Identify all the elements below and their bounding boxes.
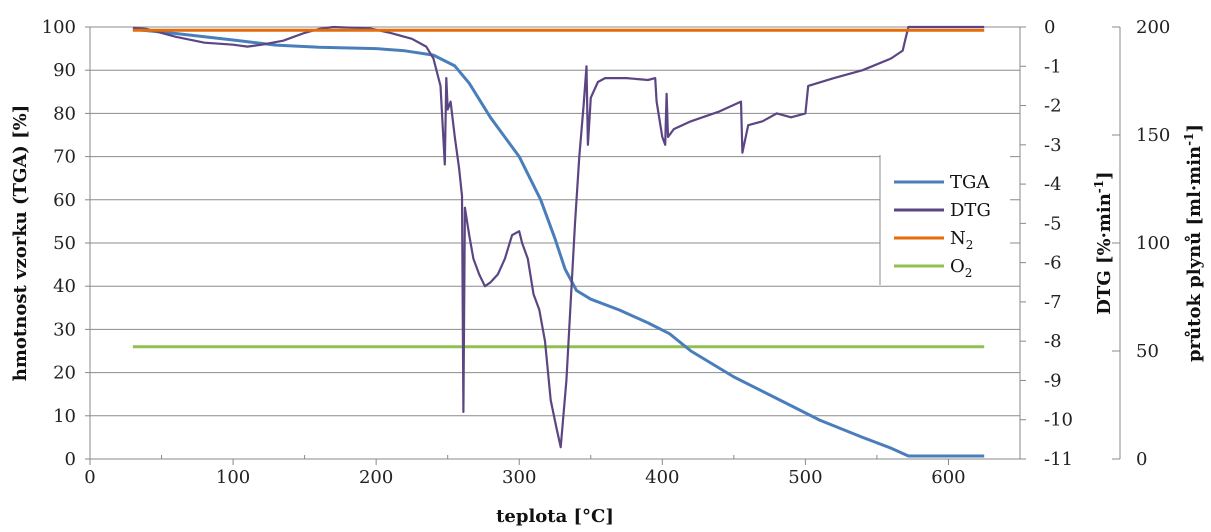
y-left-tick-label: 0 (65, 449, 76, 470)
y-left-tick-label: 50 (53, 233, 76, 254)
dtg-title-main: DTG [%·min (1094, 193, 1115, 315)
x-tick-label: 300 (502, 467, 536, 488)
y-dtg-tick-label: -3 (1044, 135, 1062, 156)
y-dtg-tick-label: -5 (1044, 213, 1062, 234)
y-flow-tick-label: 150 (1136, 125, 1170, 146)
y-dtg-tick-label: -8 (1044, 331, 1062, 352)
x-tick-label: 500 (788, 467, 822, 488)
y-dtg-tick-label: -2 (1044, 96, 1062, 117)
y-dtg-tick-label: 0 (1044, 17, 1055, 38)
legend-label: O2 (950, 256, 972, 280)
y-left-tick-label: 60 (53, 190, 76, 211)
y-dtg-tick-label: -10 (1044, 410, 1073, 431)
series-line-tga (132, 27, 985, 458)
x-tick-label: 400 (645, 467, 679, 488)
axes (85, 26, 1121, 465)
y-dtg-tick-label: -9 (1044, 370, 1062, 391)
legend-label: DTG (950, 200, 991, 221)
y-flow-tick-label: 0 (1136, 449, 1147, 470)
y-left-tick-label: 40 (53, 276, 76, 297)
legend-label-sub: 2 (965, 266, 973, 280)
y-axis-title-left: hmotnost vzorku (TGA) [%] (10, 105, 31, 381)
grid-lines (90, 26, 1020, 417)
y-dtg-tick-label: -7 (1044, 292, 1062, 313)
legend-label-sub: 2 (966, 238, 974, 252)
dtg-title-end: ] (1094, 171, 1115, 180)
y-left-tick-label: 10 (53, 406, 76, 427)
flow-title-end: ] (1184, 124, 1205, 133)
y-dtg-tick-label: -11 (1044, 449, 1073, 470)
y-left-tick-label: 100 (42, 17, 76, 38)
y-axis-title-flow: průtok plynů [ml·min-1] (1182, 124, 1205, 362)
y-dtg-tick-label: -6 (1044, 253, 1062, 274)
y-flow-tick-label: 100 (1136, 233, 1170, 254)
legend-label-main: N (950, 228, 966, 249)
y-axis-title-dtg: DTG [%·min-1] (1092, 171, 1115, 314)
y-dtg-tick-label: -4 (1044, 174, 1062, 195)
legend-label: TGA (950, 172, 990, 193)
legend-box (880, 155, 1010, 285)
y-flow-tick-label: 200 (1136, 17, 1170, 38)
legend-label-main: O (950, 256, 965, 277)
y-left-tick-label: 20 (53, 363, 76, 384)
y-flow-tick-label: 50 (1136, 341, 1159, 362)
x-axis-title: teplota [°C] (496, 506, 614, 527)
legend-label-main: DTG (950, 200, 991, 221)
flow-title-main: průtok plynů [ml·min (1183, 146, 1205, 362)
x-tick-label: 600 (931, 467, 965, 488)
series-layer (132, 25, 985, 458)
dtg-title-sup: -1 (1092, 180, 1106, 193)
y-left-tick-label: 80 (53, 103, 76, 124)
legend-label: N2 (950, 228, 973, 252)
y-dtg-tick-label: -1 (1044, 56, 1062, 77)
x-tick-label: 0 (84, 467, 95, 488)
legend-label-main: TGA (950, 172, 990, 193)
x-tick-label: 100 (216, 467, 250, 488)
flow-title-sup: -1 (1182, 133, 1196, 146)
y-left-tick-label: 90 (53, 60, 76, 81)
x-tick-label: 200 (359, 467, 393, 488)
y-left-tick-label: 30 (53, 319, 76, 340)
y-left-tick-label: 70 (53, 147, 76, 168)
